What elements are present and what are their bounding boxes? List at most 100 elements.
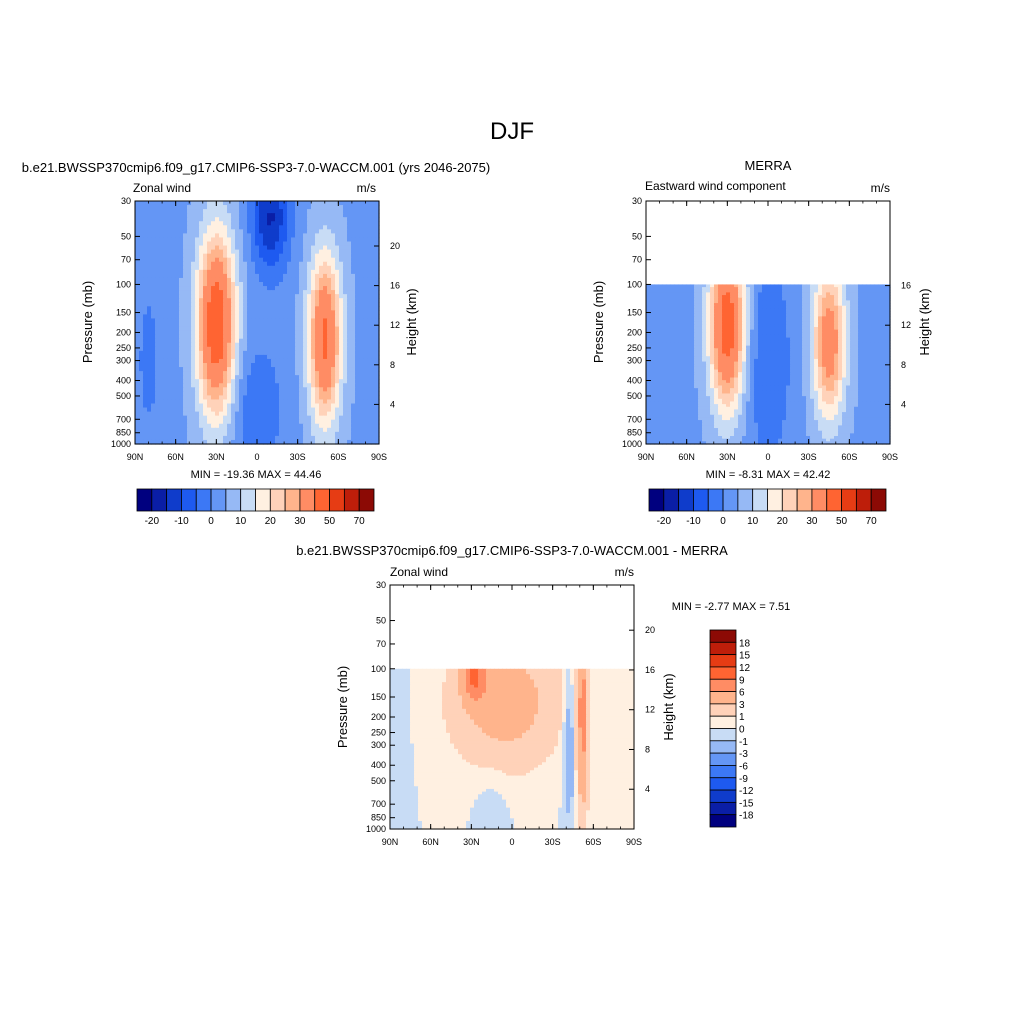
obs-field-cell bbox=[810, 303, 815, 307]
obs-field-cell bbox=[858, 289, 863, 294]
obs-field-cell bbox=[794, 332, 799, 336]
model-field-cell bbox=[155, 415, 160, 421]
model-height-tick-label: 12 bbox=[390, 320, 400, 330]
model-field-cell bbox=[307, 391, 312, 396]
model-field-cell bbox=[151, 269, 156, 275]
model-field-cell bbox=[323, 306, 328, 311]
model-field-cell bbox=[375, 379, 380, 384]
model-field-cell bbox=[163, 294, 168, 299]
model-field-cell bbox=[147, 302, 152, 307]
obs-field-cell bbox=[690, 329, 695, 333]
model-field-cell bbox=[291, 367, 296, 372]
model-field-cell bbox=[363, 286, 368, 291]
obs-field-cell bbox=[702, 297, 707, 301]
model-field-cell bbox=[339, 237, 344, 243]
model-field-cell bbox=[151, 229, 156, 234]
obs-field-cell bbox=[670, 287, 675, 291]
model-field-cell bbox=[343, 229, 348, 234]
model-field-cell bbox=[207, 205, 212, 210]
model-field-cell bbox=[223, 371, 228, 376]
model-field-cell bbox=[307, 411, 312, 417]
model-field-cell bbox=[307, 330, 312, 336]
model-field-cell bbox=[339, 330, 344, 336]
model-field-cell bbox=[327, 201, 332, 206]
model-field-cell bbox=[315, 395, 320, 401]
obs-field-cell bbox=[814, 326, 819, 331]
model-field-cell bbox=[171, 387, 176, 392]
model-field-cell bbox=[359, 265, 364, 271]
model-field-cell bbox=[243, 387, 248, 392]
model-field-cell bbox=[159, 395, 164, 401]
model-field-cell bbox=[143, 318, 148, 324]
obs-field-cell bbox=[686, 295, 691, 299]
model-field-cell bbox=[343, 427, 348, 433]
model-field-cell bbox=[151, 338, 156, 344]
obs-field-cell bbox=[662, 316, 667, 320]
model-field-cell bbox=[375, 233, 380, 239]
obs-field-cell bbox=[802, 297, 807, 301]
model-field-cell bbox=[223, 290, 228, 295]
model-field-cell bbox=[227, 205, 232, 210]
model-field-cell bbox=[339, 363, 344, 368]
model-field-cell bbox=[327, 383, 332, 388]
model-field-cell bbox=[235, 338, 240, 344]
model-field-cell bbox=[283, 201, 288, 206]
model-field-cell bbox=[323, 213, 328, 218]
obs-field-cell bbox=[694, 326, 699, 331]
obs-field-cell bbox=[866, 297, 871, 301]
obs-contour-plot: 90N 60N 30N 0 30S 60S 90S305070100150200250300… bbox=[622, 196, 911, 462]
model-field-cell bbox=[283, 269, 288, 275]
model-field-cell bbox=[179, 338, 184, 344]
model-field-cell bbox=[183, 346, 188, 352]
obs-field-cell bbox=[738, 334, 743, 339]
model-field-cell bbox=[167, 201, 172, 206]
model-field-cell bbox=[371, 350, 376, 356]
model-field-cell bbox=[347, 367, 352, 372]
model-field-cell bbox=[207, 346, 212, 352]
model-field-cell bbox=[335, 439, 340, 445]
obs-field-cell bbox=[774, 316, 779, 320]
model-field-cell bbox=[331, 387, 336, 392]
model-field-cell bbox=[307, 265, 312, 271]
obs-field-cell bbox=[782, 332, 787, 336]
model-field-cell bbox=[227, 265, 232, 271]
model-field-cell bbox=[259, 241, 264, 247]
model-field-cell bbox=[283, 298, 288, 303]
model-field-cell bbox=[347, 423, 352, 429]
model-field-cell bbox=[247, 286, 252, 291]
model-field-cell bbox=[299, 249, 304, 255]
model-field-cell bbox=[319, 403, 324, 409]
obs-field-cell bbox=[758, 303, 763, 307]
model-field-cell bbox=[203, 419, 208, 425]
model-field-cell bbox=[199, 261, 204, 267]
obs-field-cell bbox=[678, 297, 683, 301]
model-field-cell bbox=[371, 439, 376, 445]
model-field-cell bbox=[215, 298, 220, 303]
obs-field-cell bbox=[782, 334, 787, 339]
obs-field-cell bbox=[718, 308, 723, 312]
model-field-cell bbox=[231, 387, 236, 392]
model-field-cell bbox=[335, 217, 340, 222]
model-field-cell bbox=[231, 294, 236, 299]
model-field-cell bbox=[139, 261, 144, 267]
model-field-cell bbox=[271, 225, 276, 230]
model-field-cell bbox=[323, 326, 328, 332]
model-field-cell bbox=[239, 253, 244, 259]
obs-field-cell bbox=[826, 289, 831, 294]
model-field-cell bbox=[207, 322, 212, 328]
model-field-cell bbox=[271, 257, 276, 263]
model-field-cell bbox=[231, 407, 236, 413]
model-field-cell bbox=[139, 253, 144, 259]
obs-field-cell bbox=[886, 329, 891, 333]
model-field-cell bbox=[239, 225, 244, 230]
obs-field-cell bbox=[694, 324, 699, 328]
obs-field-cell bbox=[682, 305, 687, 309]
model-field-cell bbox=[295, 233, 300, 239]
model-field-cell bbox=[259, 367, 264, 372]
model-field-cell bbox=[235, 294, 240, 299]
model-field-cell bbox=[239, 334, 244, 340]
model-field-cell bbox=[239, 217, 244, 222]
obs-field-cell bbox=[778, 303, 783, 307]
model-field-cell bbox=[183, 407, 188, 413]
model-field-cell bbox=[343, 407, 348, 413]
